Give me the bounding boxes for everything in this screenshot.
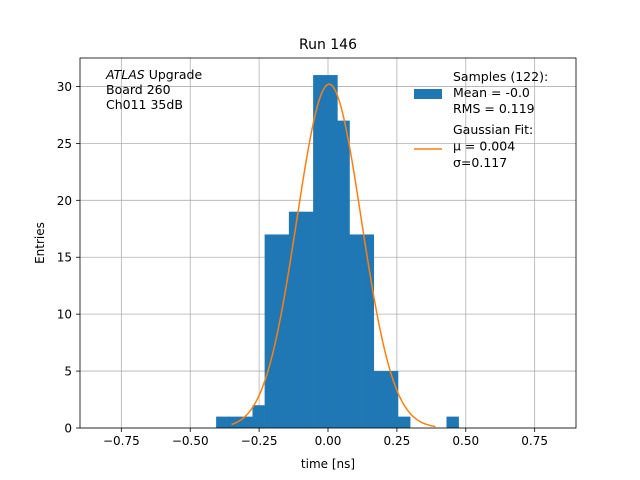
x-axis-label: time [ns]	[301, 457, 355, 471]
legend-label-samples: Samples (122):	[453, 69, 548, 84]
histogram-bar	[228, 416, 241, 428]
x-axis-ticks: −0.75 −0.50 −0.25 0.00 0.25 0.50 0.75	[103, 428, 548, 448]
histogram-bar	[276, 234, 290, 428]
gaussian-fit-curve	[231, 83, 436, 428]
histogram-bar	[252, 405, 265, 428]
y-tick-label: 15	[57, 251, 72, 265]
annotation-text: Upgrade	[145, 67, 203, 82]
y-tick-label: 25	[57, 137, 72, 151]
chart-title: Run 146	[299, 37, 357, 53]
y-tick-label: 20	[57, 194, 72, 208]
legend-label-fit: σ=0.117	[453, 155, 507, 170]
legend: Samples (122): Mean = -0.0 RMS = 0.119 Ga…	[414, 69, 548, 170]
histogram-bar	[446, 416, 459, 428]
y-axis-label: Entries	[33, 222, 47, 264]
annotation-line: Board 260	[106, 82, 171, 97]
x-tick-label: −0.75	[103, 434, 140, 448]
histogram-bar	[240, 416, 253, 428]
annotation-line: Ch011 35dB	[106, 97, 183, 112]
x-tick-label: −0.25	[241, 434, 278, 448]
histogram-bar	[373, 371, 387, 428]
x-tick-label: 0.00	[315, 434, 342, 448]
y-tick-label: 30	[57, 80, 72, 94]
annotation-text: Ch011 35dB	[106, 97, 183, 112]
y-tick-label: 5	[64, 365, 72, 379]
histogram-bar	[288, 211, 302, 428]
histogram-bar	[349, 234, 362, 428]
histogram-bar	[300, 211, 314, 428]
legend-label-samples: RMS = 0.119	[453, 101, 535, 116]
y-tick-label: 10	[57, 308, 72, 322]
legend-label-fit: Gaussian Fit:	[453, 122, 533, 137]
histogram-bar	[216, 416, 229, 428]
histogram-bar	[313, 75, 326, 429]
x-tick-label: 0.25	[384, 434, 411, 448]
histogram-bar	[397, 416, 411, 428]
x-tick-label: 0.50	[452, 434, 479, 448]
histogram-bar	[325, 75, 338, 429]
legend-label-samples: Mean = -0.0	[453, 85, 530, 100]
annotation-text: Board 260	[106, 82, 171, 97]
annotation-italic: ATLAS	[105, 67, 145, 82]
y-tick-label: 0	[64, 422, 72, 436]
legend-patch-samples	[414, 89, 442, 99]
histogram-bar	[337, 120, 350, 428]
y-axis-ticks: 0 5 10 15 20 25 30	[57, 80, 80, 436]
legend-label-fit: μ = 0.004	[453, 139, 515, 154]
x-tick-label: 0.75	[521, 434, 548, 448]
x-tick-label: −0.50	[172, 434, 209, 448]
histogram-bar	[264, 234, 278, 428]
histogram-bar	[385, 371, 399, 428]
annotation-line: ATLAS Upgrade	[105, 67, 202, 82]
atlas-annotation: ATLAS Upgrade Board 260 Ch011 35dB	[105, 67, 202, 112]
histogram-bars	[216, 75, 459, 429]
